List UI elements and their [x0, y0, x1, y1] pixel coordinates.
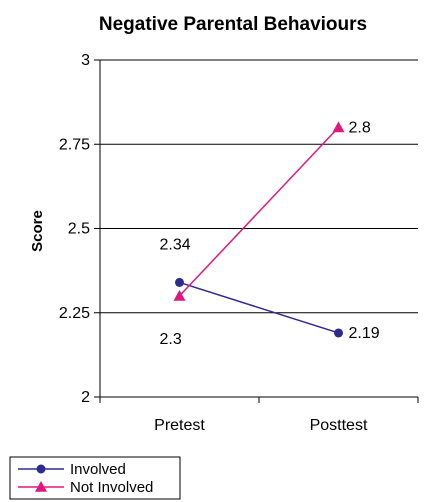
data-label: 2.3 [160, 331, 182, 348]
y-tick-label: 2.25 [59, 305, 90, 322]
series-line [178, 126, 340, 297]
data-point [173, 289, 186, 301]
x-axis-ticks: Pretest Posttest [99, 397, 419, 434]
gridlines [100, 59, 418, 314]
series-not-involved: 2.3 2.8 [160, 119, 371, 348]
legend-item: Involved [18, 461, 126, 478]
legend-label: Involved [70, 461, 126, 478]
y-tick-label: 3 [81, 52, 90, 69]
data-label: 2.8 [349, 119, 371, 136]
data-point [334, 328, 343, 338]
y-axis-label: Score [29, 210, 46, 252]
chart-title: Negative Parental Behaviours [99, 14, 367, 35]
legend-marker [35, 481, 47, 492]
data-label: 2.34 [160, 236, 191, 253]
legend-marker [36, 464, 46, 474]
y-tick-label: 2.5 [68, 221, 90, 238]
data-label: 2.19 [349, 325, 380, 342]
x-tick-label: Pretest [154, 417, 205, 434]
series-involved: 2.34 2.19 [160, 236, 380, 342]
data-point [175, 277, 184, 287]
y-tick-label: 2.75 [59, 136, 90, 153]
series-line [179, 281, 339, 334]
x-tick-label: Posttest [310, 417, 368, 434]
y-axis-ticks: 2 2.25 2.5 2.75 3 [59, 52, 100, 406]
legend-label: Not Involved [70, 479, 153, 496]
legend-box [9, 456, 181, 500]
legend-item: Not Involved [18, 479, 153, 496]
data-point [332, 121, 345, 133]
series-layer: 2.34 2.19 2.3 2.8 [160, 119, 380, 348]
y-tick-label: 2 [81, 389, 90, 406]
